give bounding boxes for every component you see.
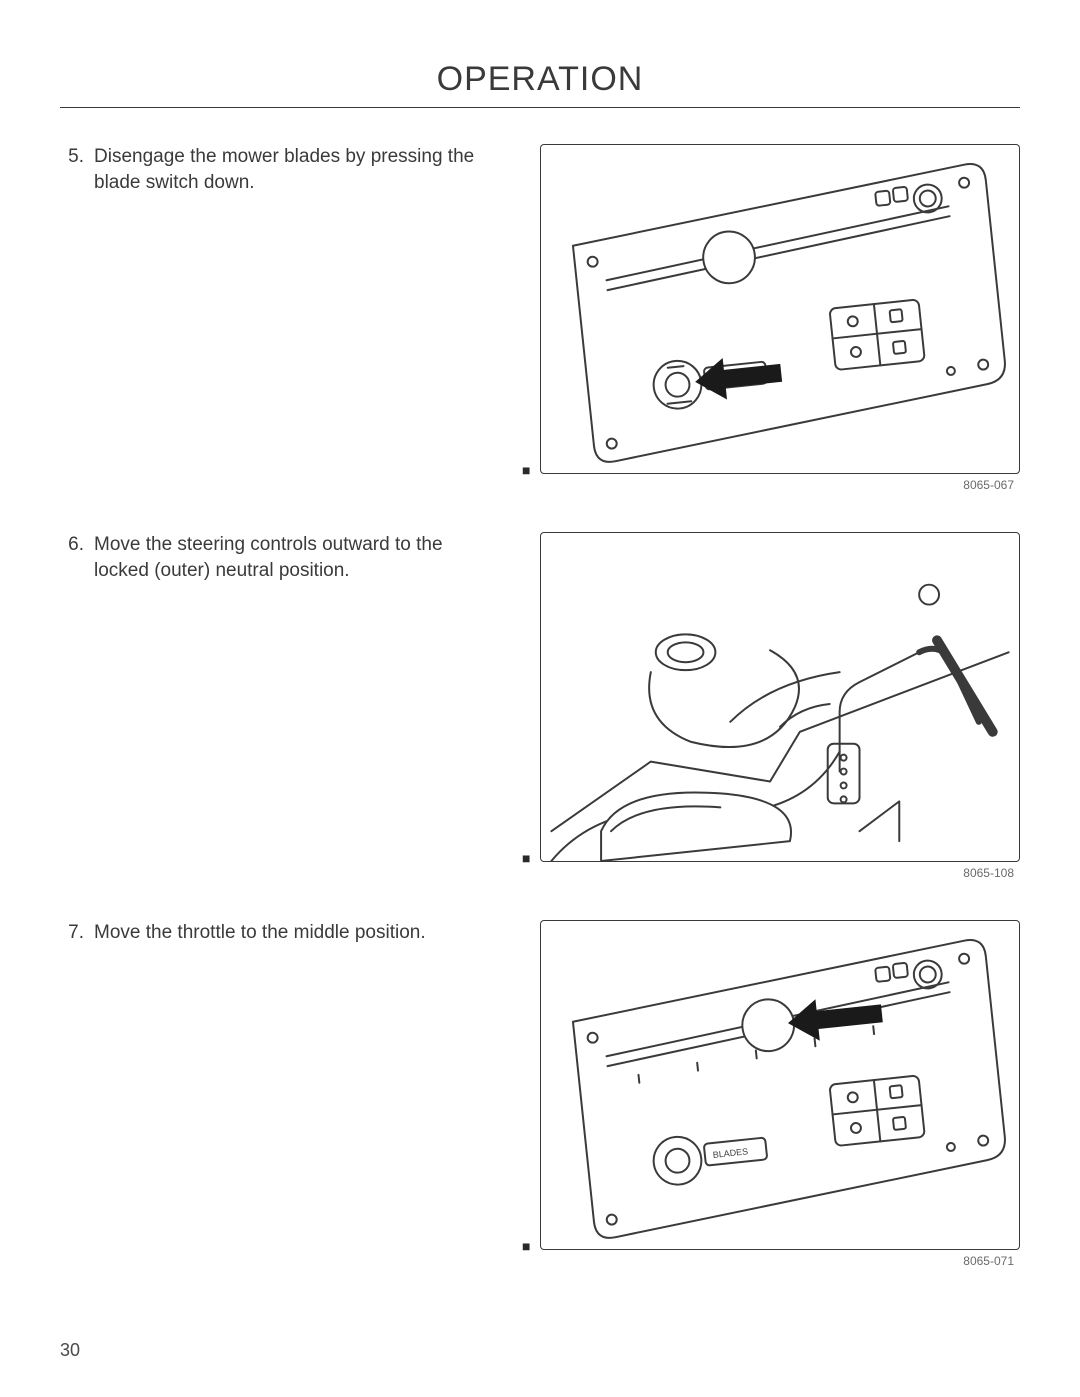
title-rule [60,107,1020,108]
content-area: 5. Disengage the mower blades by pressin… [60,144,1020,1268]
figure-wrap: ■ [540,532,1020,862]
step-row: 5. Disengage the mower blades by pressin… [60,144,1020,492]
figure-panel-1: BLADES [540,144,1020,474]
figure-column: ■ 8065-108 [514,532,1020,880]
figure-column: BLADES ■ 8065-071 [514,920,1020,1268]
figure-panel-3: BLADES [540,920,1020,1250]
figure-wrap: BLADES ■ [540,144,1020,474]
figure-code: 8065-071 [963,1254,1020,1268]
svg-text:BLADES: BLADES [712,1146,748,1160]
step-text: 5. Disengage the mower blades by pressin… [60,144,490,195]
step-row: 7. Move the throttle to the middle posit… [60,920,1020,1268]
figure-wrap: BLADES ■ [540,920,1020,1250]
page-number: 30 [60,1340,80,1361]
step-row: 6. Move the steering controls outward to… [60,532,1020,880]
figure-marker: ■ [522,850,530,866]
step-text: 6. Move the steering controls outward to… [60,532,490,583]
throttle-diagram-icon: BLADES [541,921,1019,1249]
step-number: 5. [60,144,84,195]
step-number: 7. [60,920,84,946]
step-text: 7. Move the throttle to the middle posit… [60,920,490,946]
figure-marker: ■ [522,462,530,478]
step-number: 6. [60,532,84,583]
step-body: Move the steering controls outward to th… [94,532,490,583]
step-body: Disengage the mower blades by pressing t… [94,144,490,195]
figure-code: 8065-067 [963,478,1020,492]
steering-diagram-icon [541,533,1019,861]
figure-panel-2 [540,532,1020,862]
page-title: OPERATION [60,60,1020,107]
figure-marker: ■ [522,1238,530,1254]
figure-code: 8065-108 [963,866,1020,880]
step-body: Move the throttle to the middle position… [94,920,490,946]
figure-column: BLADES ■ 8065-067 [514,144,1020,492]
panel-diagram-icon: BLADES [541,145,1019,473]
